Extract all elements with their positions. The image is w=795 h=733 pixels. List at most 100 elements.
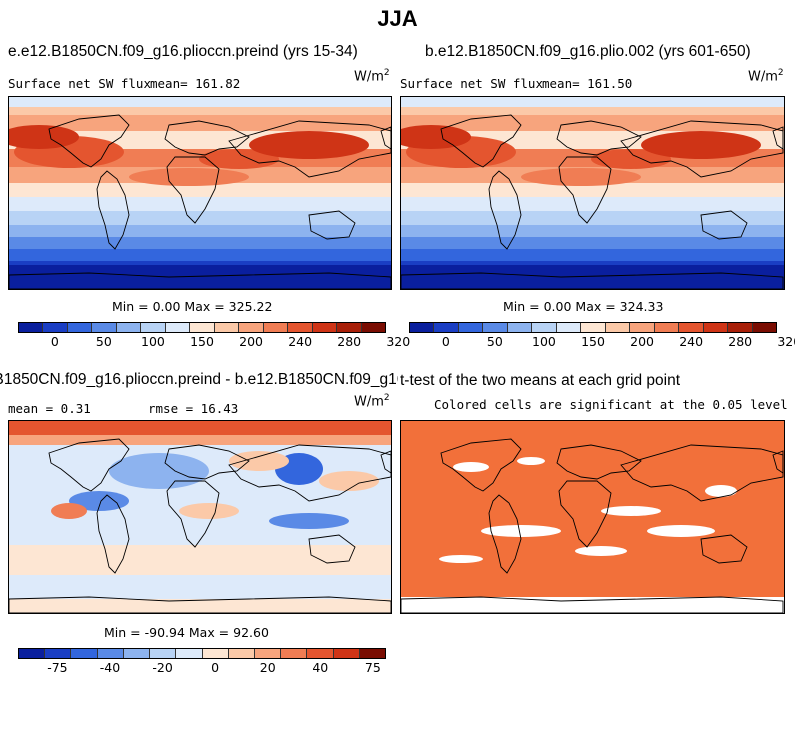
colorbar-tick-label: 0 xyxy=(50,334,59,349)
colorbar-cell xyxy=(19,649,46,658)
colorbar-tick-label: 100 xyxy=(140,334,165,349)
map-blob xyxy=(591,149,671,169)
map-nonsignificant-patch xyxy=(517,457,545,465)
colorbar-cell xyxy=(71,649,98,658)
colorbar-cell xyxy=(507,323,533,332)
map-band xyxy=(401,107,784,115)
colorbar-cell xyxy=(228,649,255,658)
colorbar-tick-label: 320 xyxy=(777,334,795,349)
coastline xyxy=(401,272,784,289)
map-blob xyxy=(641,131,761,159)
panel4-subtitle: Colored cells are significant at the 0.0… xyxy=(434,397,788,412)
panel1-subtitle: Surface net SW flux xyxy=(8,76,151,91)
coastline xyxy=(401,596,784,613)
panel3-colorbar xyxy=(18,648,386,659)
colorbar-tick-label: 280 xyxy=(728,334,753,349)
colorbar-cell xyxy=(458,323,484,332)
colorbar-cell xyxy=(556,323,582,332)
colorbar-cell xyxy=(67,323,93,332)
map-band xyxy=(401,183,784,197)
coastline xyxy=(9,272,391,289)
panel1-title: e.e12.B1850CN.f09_g16.plioccn.preind (yr… xyxy=(8,43,358,60)
colorbar-cell xyxy=(116,323,142,332)
colorbar-cell xyxy=(630,323,655,332)
colorbar-cell xyxy=(281,649,308,658)
map-nonsignificant-patch xyxy=(439,555,483,563)
colorbar-tick-label: -20 xyxy=(152,660,173,675)
main-title: JJA xyxy=(377,6,418,31)
panel1-map xyxy=(8,96,392,290)
colorbar-tick-label: 240 xyxy=(288,334,313,349)
panel2-title: b.e12.B1850CN.f09_g16.plio.002 (yrs 601-… xyxy=(425,43,751,60)
map-band xyxy=(401,237,784,249)
coastline xyxy=(556,444,642,480)
map-blob xyxy=(179,503,239,519)
colorbar-tick-label: -40 xyxy=(99,660,121,675)
map-blob xyxy=(521,168,641,186)
coastline xyxy=(380,126,391,150)
map-nonsignificant-patch xyxy=(601,506,661,516)
panel2-map xyxy=(400,96,785,290)
colorbar-cell xyxy=(654,323,680,332)
map-blob xyxy=(51,503,87,519)
colorbar-cell xyxy=(605,323,631,332)
coastline xyxy=(772,126,784,150)
coastline xyxy=(380,450,391,474)
colorbar-cell xyxy=(123,649,151,658)
colorbar-cell xyxy=(202,649,229,658)
coastline xyxy=(96,170,130,250)
coastline xyxy=(700,210,748,240)
colorbar-cell xyxy=(703,323,729,332)
map-band xyxy=(401,265,784,289)
coastline xyxy=(488,494,522,574)
colorbar-cell xyxy=(679,323,704,332)
coastline xyxy=(488,170,522,250)
colorbar-tick-label: 50 xyxy=(95,334,112,349)
panel2-units: W/m2 xyxy=(748,68,784,85)
panel3-units: W/m2 xyxy=(354,393,390,410)
coastline xyxy=(620,444,784,502)
map-blob xyxy=(9,125,79,149)
map-band xyxy=(9,197,391,211)
panel3-title-clip: e.e12.B1850CN.f09_g16.plioccn.preind - b… xyxy=(0,370,398,394)
map-band xyxy=(401,197,784,211)
map-blob xyxy=(109,453,209,489)
map-band xyxy=(9,107,391,115)
colorbar-cell xyxy=(254,649,282,658)
colorbar-tick-label: 150 xyxy=(190,334,214,349)
map-significant-area xyxy=(401,421,784,597)
colorbar-cell xyxy=(97,649,124,658)
map-nonsignificant-patch xyxy=(453,462,489,472)
map-nonsignificant-patch xyxy=(575,546,627,556)
colorbar-cell xyxy=(359,649,386,658)
panel1-minmax: Min = 0.00 Max = 325.22 xyxy=(112,299,273,314)
colorbar-cell xyxy=(312,323,338,332)
colorbar-cell xyxy=(752,323,777,332)
map-band xyxy=(9,545,391,575)
coastline xyxy=(48,114,130,168)
map-band xyxy=(9,421,391,435)
colorbar-tick-label: 0 xyxy=(441,334,450,349)
map-band xyxy=(401,211,784,225)
panel2-subtitle: Surface net SW flux xyxy=(400,76,543,91)
map-band xyxy=(9,599,391,613)
map-nonsignificant-patch xyxy=(481,525,561,537)
colorbar-cell xyxy=(307,649,334,658)
panel3-rmse: rmse = 16.43 xyxy=(148,401,239,416)
panel3-minmax: Min = -90.94 Max = 92.60 xyxy=(104,625,269,640)
map-band xyxy=(9,249,391,261)
coastline xyxy=(772,450,784,474)
coastline xyxy=(308,534,356,564)
map-blob xyxy=(69,491,129,511)
colorbar-cell xyxy=(532,323,557,332)
map-blob xyxy=(229,451,289,471)
panel2-colorbar xyxy=(409,322,777,333)
colorbar-cell xyxy=(239,323,264,332)
coastline xyxy=(9,596,391,613)
colorbar-cell xyxy=(190,323,215,332)
colorbar-cell xyxy=(43,323,68,332)
map-nonsignificant-patch xyxy=(705,485,737,497)
coastline xyxy=(48,438,130,492)
map-blob xyxy=(249,131,369,159)
colorbar-cell xyxy=(150,649,177,658)
